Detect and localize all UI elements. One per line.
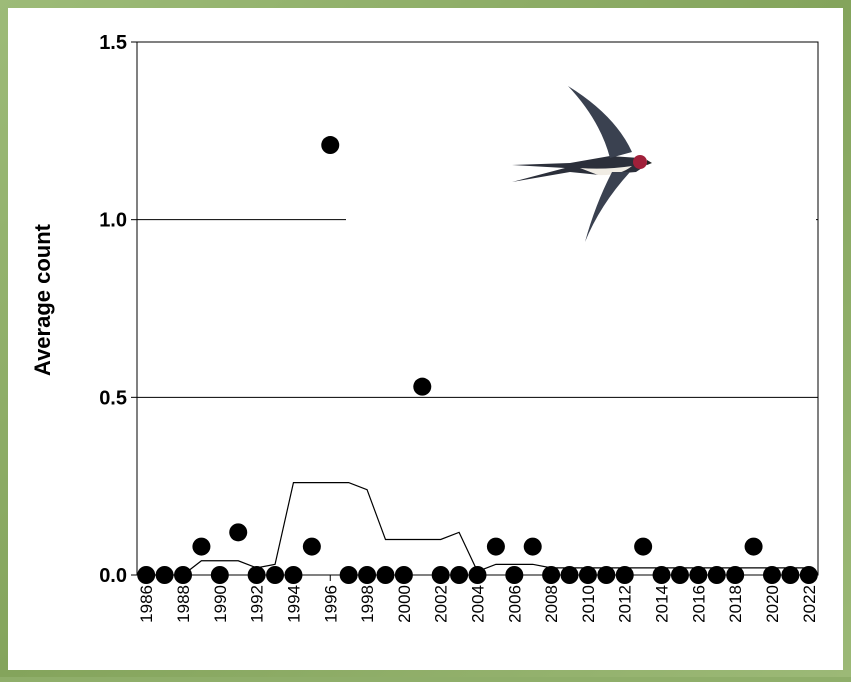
y-tick-label: 1.0 [99, 210, 127, 232]
x-tick-label: 2012 [616, 585, 635, 623]
point [431, 566, 450, 584]
point [468, 566, 487, 584]
y-tick-label: 0.5 [99, 387, 127, 409]
point [762, 566, 781, 584]
point [247, 566, 266, 584]
point [781, 566, 800, 584]
x-tick-label: 2004 [469, 585, 488, 623]
x-tick-label: 2014 [653, 585, 672, 623]
point [376, 566, 395, 584]
point [192, 537, 211, 556]
point [578, 566, 597, 584]
x-tick-label: 1998 [358, 585, 377, 623]
y-tick-label: 1.5 [99, 32, 127, 54]
point [689, 566, 708, 584]
point [542, 566, 561, 584]
point [634, 537, 653, 556]
point [210, 566, 229, 584]
point [726, 566, 745, 584]
trend-line [146, 482, 809, 576]
x-tick-label: 2016 [689, 585, 708, 623]
point [799, 566, 818, 584]
x-tick-label: 1992 [248, 585, 267, 623]
point [707, 566, 726, 584]
point [744, 537, 763, 556]
point [302, 537, 321, 556]
x-tick-label: 2002 [432, 585, 451, 623]
point [560, 566, 579, 584]
x-tick-label: 2018 [726, 585, 745, 623]
x-tick-label: 1996 [321, 585, 340, 623]
y-tick-label: 0.0 [99, 565, 127, 587]
point [413, 377, 432, 396]
point [486, 537, 505, 556]
point [358, 566, 377, 584]
x-tick-label: 1990 [211, 585, 230, 623]
point [229, 523, 248, 542]
point [266, 566, 285, 584]
x-tick-label: 2008 [542, 585, 561, 623]
x-tick-label: 2000 [395, 585, 414, 623]
y-axis-label: Average count [30, 223, 55, 376]
point [652, 566, 671, 584]
point [670, 566, 689, 584]
x-tick-label: 2010 [579, 585, 598, 623]
point [394, 566, 413, 584]
point [597, 566, 616, 584]
point [284, 566, 303, 584]
x-tick-label: 1986 [137, 585, 156, 623]
x-tick-label: 1988 [174, 585, 193, 623]
point [505, 566, 524, 584]
point [321, 136, 340, 155]
plot-layer: 0.0 0.5 1.0 1.5 1986 1988 1990 1992 1994 1996 1998… [99, 32, 819, 623]
point [339, 566, 358, 584]
point [450, 566, 469, 584]
swallow-illustration [346, 86, 816, 250]
x-tick-label: 2022 [800, 585, 819, 623]
point [615, 566, 634, 584]
x-tick-label: 2020 [763, 585, 782, 623]
point [523, 537, 542, 556]
x-tick-label: 2006 [505, 585, 524, 623]
x-tick-label: 1994 [284, 585, 303, 623]
